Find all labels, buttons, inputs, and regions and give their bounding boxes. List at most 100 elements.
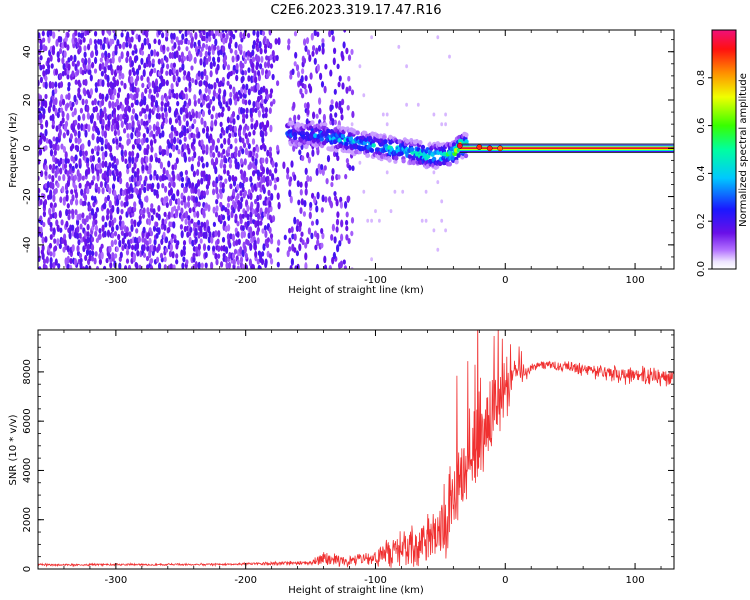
noise-speckle: [145, 30, 149, 38]
noise-speckle: [78, 45, 82, 54]
noise-speckle: [236, 231, 240, 238]
noise-speckle: [78, 82, 82, 88]
noise-speckle: [83, 194, 88, 202]
noise-speckle: [52, 136, 56, 142]
noise-speckle: [49, 189, 53, 197]
noise-speckle: [229, 36, 233, 45]
noise-speckle: [215, 145, 219, 153]
noise-speckle: [192, 252, 196, 259]
noise-speckle: [235, 239, 239, 246]
noise-speckle: [260, 98, 264, 105]
noise-speckle: [307, 156, 311, 164]
noise-speckle: [125, 249, 130, 256]
noise-speckle: [73, 258, 78, 267]
noise-speckle: [261, 251, 265, 257]
noise-speckle: [42, 70, 46, 77]
noise-speckle: [246, 204, 250, 212]
noise-speckle: [130, 36, 134, 43]
noise-speckle: [261, 136, 265, 144]
noise-speckle: [156, 121, 160, 127]
noise-speckle: [226, 202, 230, 208]
noise-speckle: [105, 37, 109, 45]
noise-speckle: [126, 133, 130, 139]
noise-speckle: [180, 176, 185, 183]
noise-speckle: [94, 182, 98, 190]
noise-speckle: [101, 151, 105, 159]
noise-speckle: [197, 111, 201, 119]
noise-speckle: [295, 224, 299, 233]
noise-speckle: [108, 30, 112, 36]
noise-speckle: [256, 37, 260, 44]
noise-speckle: [155, 156, 159, 163]
noise-speckle: [290, 257, 294, 266]
noise-speckle: [193, 94, 197, 101]
noise-speckle: [201, 162, 205, 169]
noise-speckle: [290, 160, 294, 168]
noise-speckle: [234, 30, 238, 34]
noise-speckle: [65, 220, 69, 228]
noise-speckle: [160, 238, 164, 245]
noise-speckle: [158, 132, 162, 139]
noise-speckle: [161, 121, 165, 127]
noise-speckle: [209, 133, 213, 141]
noise-speckle: [108, 200, 112, 209]
noise-speckle: [163, 256, 167, 263]
noise-speckle: [315, 263, 320, 269]
noise-speckle: [157, 227, 161, 235]
y-tick-label: 6000: [22, 408, 33, 433]
noise-speckle: [304, 45, 308, 53]
noise-speckle: [340, 50, 344, 59]
noise-speckle: [60, 219, 64, 226]
noise-speckle: [254, 250, 258, 258]
noise-speckle: [243, 158, 247, 166]
noise-speckle: [113, 155, 117, 164]
noise-speckle: [255, 152, 259, 159]
noise-speckle: [175, 208, 179, 216]
noise-speckle: [108, 245, 112, 253]
noise-speckle: [224, 157, 228, 164]
ridge-blob: [411, 160, 416, 166]
ridge-blob: [409, 147, 415, 152]
noise-speckle: [84, 99, 89, 105]
colorbar: 0.00.20.40.60.8 Normalized spectral ampl…: [696, 29, 749, 277]
noise-speckle: [282, 161, 286, 169]
noise-speckle: [140, 74, 144, 82]
noise-speckle: [69, 133, 73, 140]
noise-speckle: [130, 224, 134, 233]
noise-speckle: [166, 100, 170, 107]
noise-speckle: [112, 30, 116, 34]
noise-speckle: [51, 22, 54, 29]
noise-speckle: [91, 250, 95, 257]
noise-speckle: [289, 195, 293, 204]
noise-speckle: [256, 101, 260, 108]
noise-speckle: [338, 75, 342, 82]
ridge-blob: [431, 156, 437, 162]
noise-speckle: [97, 186, 101, 194]
noise-speckle: [67, 30, 71, 33]
noise-speckle: [187, 39, 191, 46]
noise-speckle: [313, 30, 317, 37]
noise-speckle: [246, 220, 250, 227]
noise-speckle: [263, 124, 267, 132]
noise-speckle: [236, 54, 240, 61]
noise-speckle: [51, 45, 56, 52]
noise-speckle: [256, 194, 260, 202]
noise-speckle: [345, 234, 349, 241]
ridge-blob: [383, 139, 388, 144]
noise-speckle: [86, 180, 90, 187]
noise-speckle: [246, 137, 250, 146]
noise-speckle: [88, 204, 92, 212]
noise-speckle: [292, 101, 296, 110]
noise-speckle: [144, 175, 148, 182]
noise-speckle: [180, 207, 184, 214]
noise-speckle: [100, 251, 104, 260]
noise-speckle: [170, 137, 174, 145]
noise-speckle: [158, 145, 162, 153]
noise-speckle: [108, 161, 112, 169]
noise-speckle: [381, 112, 385, 117]
noise-speckle: [207, 54, 212, 62]
noise-speckle: [157, 38, 161, 46]
noise-speckle: [125, 98, 129, 106]
noise-speckle: [98, 233, 102, 240]
noise-speckle: [239, 44, 243, 51]
